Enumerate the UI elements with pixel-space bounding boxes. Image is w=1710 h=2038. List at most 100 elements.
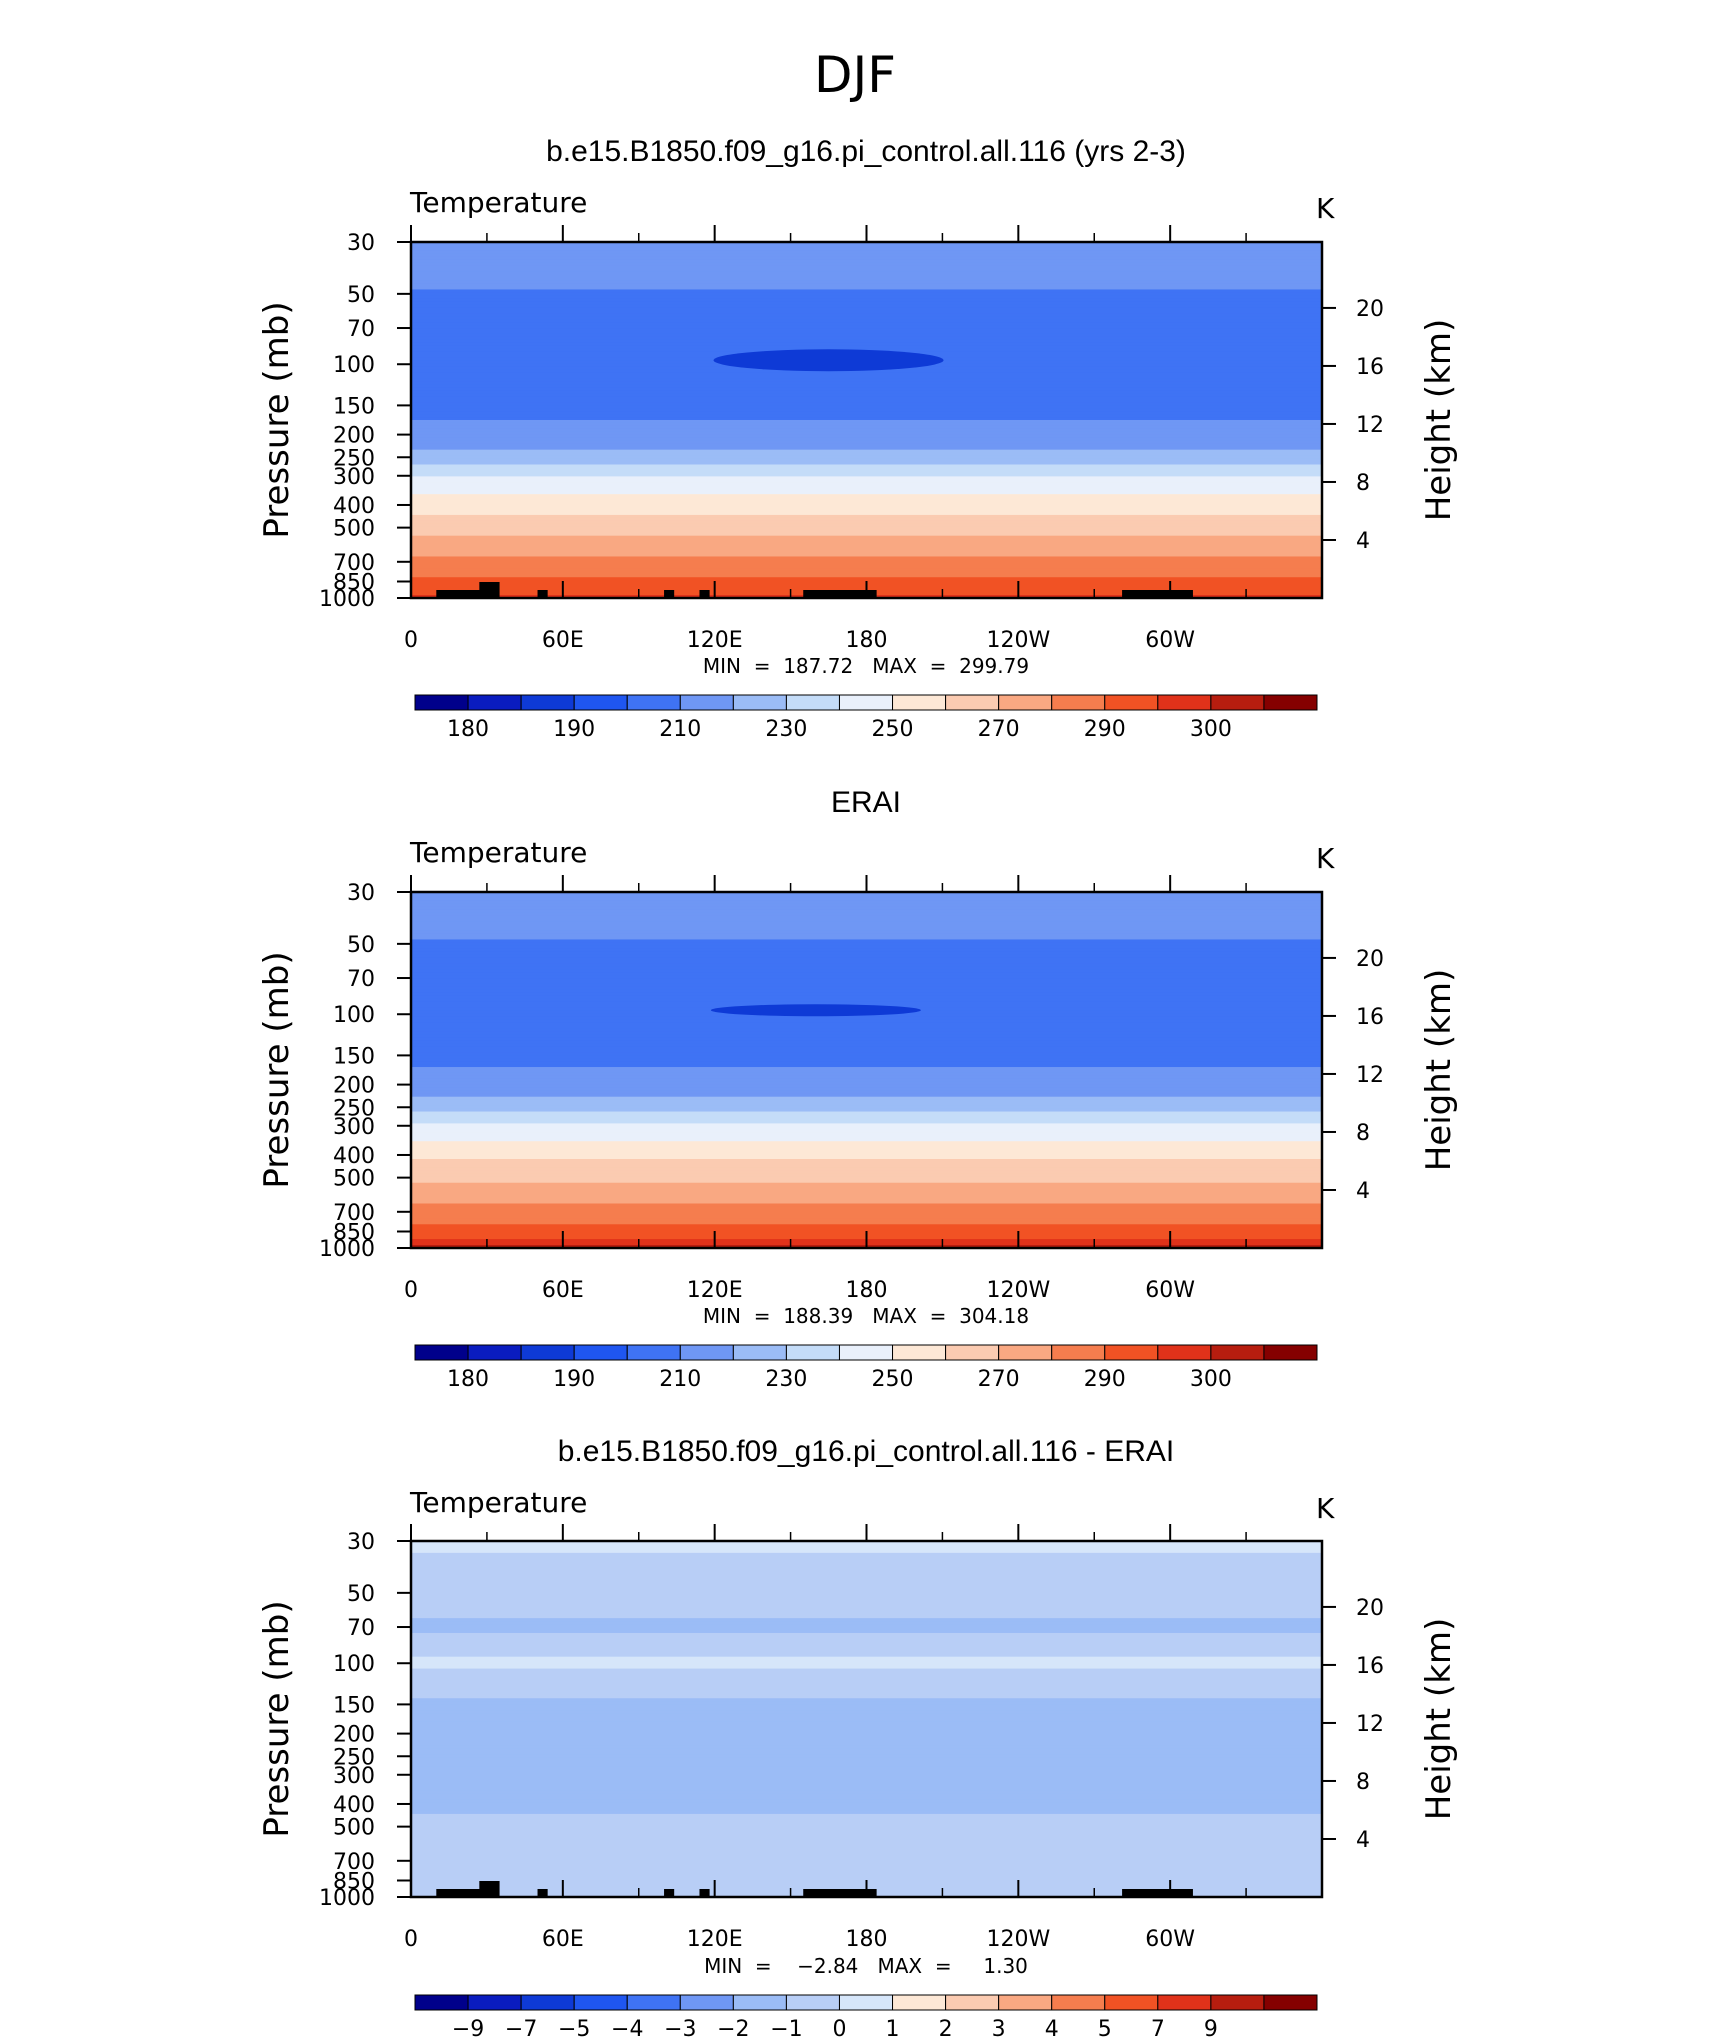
contour-band [411, 1156, 1322, 1160]
contour-band [411, 1710, 1322, 1714]
contour-band [411, 488, 1322, 492]
contour-band [411, 1052, 1322, 1056]
contour-band [411, 491, 1322, 495]
colorbar-box [1104, 1994, 1159, 2011]
contour-band [411, 1810, 1322, 1815]
contour-band [411, 405, 1322, 409]
contour-band [411, 420, 1322, 424]
colorbar-label: 1 [886, 2017, 900, 2038]
contour-band [411, 1221, 1322, 1225]
colorbar-label: 0 [832, 2017, 846, 2038]
contour-band [411, 313, 1322, 317]
panel-title: b.e15.B1850.f09_g16.pi_control.all.116 (… [546, 135, 1186, 168]
contour-band [411, 547, 1322, 552]
contour-band [411, 1206, 1322, 1211]
colorbar-label: 300 [1190, 1367, 1232, 1392]
colorbar-label: 190 [553, 717, 595, 742]
contour-band [411, 1150, 1322, 1154]
contour-band [411, 1742, 1322, 1747]
contour-band [411, 1816, 1322, 1821]
contour-band [411, 402, 1322, 406]
units-label: K [1316, 192, 1335, 225]
y-tick-label: 150 [333, 1044, 375, 1069]
terrain-mask [436, 1889, 490, 1897]
x-tick-label: 60E [542, 1927, 584, 1952]
contour-band [411, 972, 1322, 976]
colorbar-box [785, 1994, 840, 2011]
contour-band [411, 1730, 1322, 1735]
contour-band [411, 319, 1322, 323]
contour-band [411, 1671, 1322, 1676]
contour-band [411, 1191, 1322, 1196]
y-tick-label: 100 [333, 1003, 375, 1028]
contour-band [411, 1138, 1322, 1142]
contour-band [411, 1861, 1322, 1865]
contour-band [411, 1855, 1322, 1860]
contour-band [411, 1591, 1322, 1595]
x-tick-label: 180 [846, 1927, 888, 1952]
y-tick-label: 100 [333, 353, 375, 378]
contour-band [411, 1167, 1322, 1172]
colorbar-box [732, 1344, 787, 1361]
contour-band [411, 1635, 1322, 1640]
contour-band [411, 1046, 1322, 1050]
contour-band [411, 422, 1322, 427]
contour-band [411, 1754, 1322, 1759]
contour-band [411, 989, 1322, 994]
contour-band [411, 954, 1322, 958]
contour-band [411, 556, 1322, 561]
contour-band [411, 1058, 1322, 1062]
colorbar-box [945, 694, 1000, 711]
contour-band [411, 1624, 1322, 1628]
contour-band [411, 1564, 1322, 1569]
contour-band [411, 1621, 1322, 1625]
contour-band [411, 1144, 1322, 1148]
contour-band [411, 1084, 1322, 1089]
contour-band [411, 289, 1322, 294]
units-label: K [1316, 842, 1335, 875]
contour-band [411, 1876, 1322, 1880]
contour-band [411, 265, 1322, 270]
contour-band [411, 328, 1322, 332]
contour-band [411, 960, 1322, 964]
contour-band [411, 1808, 1322, 1812]
contour-band [411, 1719, 1322, 1723]
contour-band [411, 446, 1322, 451]
contour-band [411, 1182, 1322, 1187]
contour-band [411, 509, 1322, 513]
y-tick-label: 1000 [319, 587, 375, 612]
x-tick-label: 60W [1145, 628, 1195, 653]
contour-band [411, 1019, 1322, 1024]
contour-band [411, 242, 1322, 246]
contour-band [411, 1781, 1322, 1785]
y-tick-label: 500 [333, 517, 375, 542]
colorbar-box [892, 1994, 947, 2011]
terrain-mask [699, 1889, 710, 1897]
contour-band [411, 1093, 1322, 1098]
contour-band [411, 1858, 1322, 1862]
contour-band [411, 544, 1322, 549]
variable-label: Temperature [409, 1486, 587, 1519]
contour-band [411, 903, 1322, 908]
contour-band [411, 506, 1322, 510]
y-right-tick-label: 20 [1356, 297, 1384, 322]
contour-band [411, 390, 1322, 394]
x-tick-label: 60W [1145, 1927, 1195, 1952]
colorbar-label: 180 [447, 1367, 489, 1392]
contour-band [411, 1037, 1322, 1041]
terrain-mask [803, 590, 877, 598]
y-tick-label: 50 [347, 933, 375, 958]
contour-band [411, 1627, 1322, 1631]
contour-band [411, 571, 1322, 575]
contour-band [411, 1546, 1322, 1551]
contour-band [411, 1864, 1322, 1868]
colorbar-box [1157, 1994, 1212, 2011]
contour-band [411, 559, 1322, 563]
contour-band [411, 998, 1322, 1003]
contour-band [411, 414, 1322, 418]
minmax-label: MIN = 187.72 MAX = 299.79 [703, 654, 1029, 678]
contour-band [411, 256, 1322, 261]
y-tick-label: 1000 [319, 1237, 375, 1262]
y-right-axis-title: Height (km) [1419, 969, 1459, 1172]
